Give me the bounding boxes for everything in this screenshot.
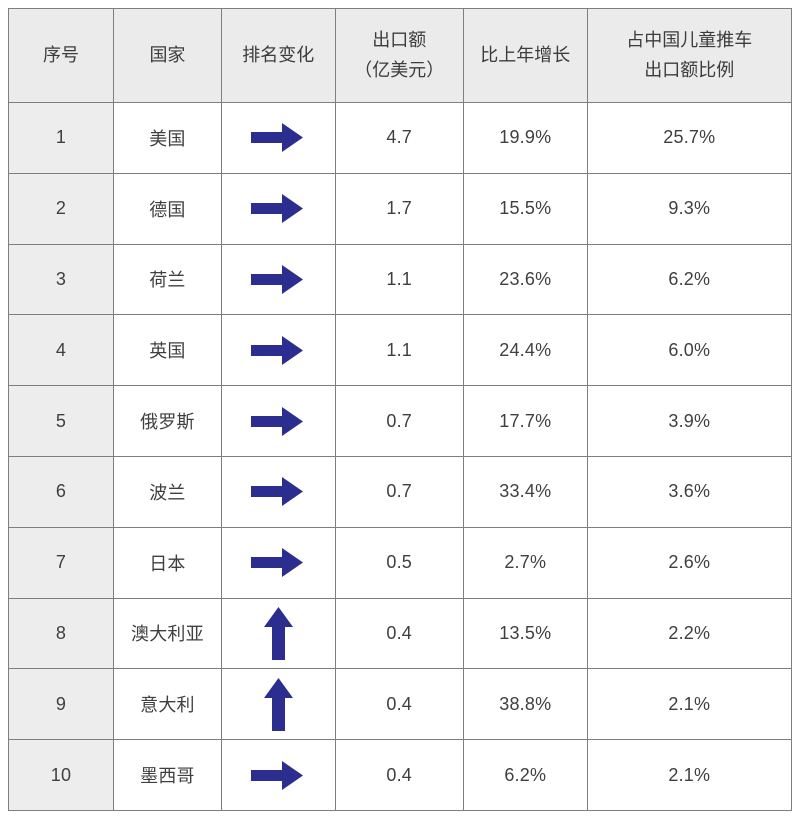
table-row: 4 英国 1.1 24.4% 6.0% (8, 314, 793, 387)
country-cell: 墨西哥 (112, 739, 222, 811)
header-rank: 序号 (8, 8, 114, 103)
rank-cell: 7 (8, 526, 114, 599)
rank-change-cell (220, 102, 336, 174)
rank-change-cell (220, 385, 336, 457)
rank-change-cell (220, 243, 336, 316)
rank-cell: 1 (8, 102, 114, 174)
yoy-growth-cell: 33.4% (462, 455, 588, 528)
rank-cell: 9 (8, 668, 114, 741)
share-cell: 6.0% (586, 314, 793, 387)
header-rank-change: 排名变化 (220, 8, 336, 103)
rank-cell: 3 (8, 243, 114, 316)
table-row: 9 意大利 0.4 38.8% 2.1% (8, 668, 793, 741)
table-row: 2 德国 1.7 15.5% 9.3% (8, 172, 793, 245)
up-arrow-icon (263, 677, 294, 731)
rank-change-cell (220, 526, 336, 599)
country-cell: 澳大利亚 (112, 597, 222, 670)
table-row: 1 美国 4.7 19.9% 25.7% (8, 102, 793, 174)
country-cell: 日本 (112, 526, 222, 599)
header-country: 国家 (112, 8, 222, 103)
right-arrow-icon (251, 759, 305, 792)
share-cell: 3.9% (586, 385, 793, 457)
rank-change-cell (220, 668, 336, 741)
up-arrow-icon (263, 606, 294, 660)
yoy-growth-cell: 19.9% (462, 102, 588, 174)
share-cell: 2.1% (586, 668, 793, 741)
right-arrow-icon (251, 263, 305, 296)
share-cell: 3.6% (586, 455, 793, 528)
yoy-growth-cell: 13.5% (462, 597, 588, 670)
table-row: 10 墨西哥 0.4 6.2% 2.1% (8, 739, 793, 811)
yoy-growth-cell: 2.7% (462, 526, 588, 599)
rank-cell: 6 (8, 455, 114, 528)
table-row: 5 俄罗斯 0.7 17.7% 3.9% (8, 385, 793, 457)
rank-cell: 2 (8, 172, 114, 245)
export-value-cell: 1.7 (334, 172, 464, 245)
rank-change-cell (220, 597, 336, 670)
right-arrow-icon (251, 475, 305, 508)
share-cell: 9.3% (586, 172, 793, 245)
header-yoy-growth: 比上年增长 (462, 8, 588, 103)
country-cell: 俄罗斯 (112, 385, 222, 457)
rank-cell: 4 (8, 314, 114, 387)
share-cell: 25.7% (586, 102, 793, 174)
yoy-growth-cell: 6.2% (462, 739, 588, 811)
share-cell: 2.1% (586, 739, 793, 811)
right-arrow-icon (251, 121, 305, 154)
share-cell: 2.6% (586, 526, 793, 599)
right-arrow-icon (251, 334, 305, 367)
country-cell: 英国 (112, 314, 222, 387)
export-value-cell: 0.4 (334, 739, 464, 811)
table-body: 1 美国 4.7 19.9% 25.7% 2 德国 1.7 15.5% 9.3% 3 荷兰 1.1 23.… (8, 102, 793, 811)
country-cell: 德国 (112, 172, 222, 245)
yoy-growth-cell: 38.8% (462, 668, 588, 741)
header-share: 占中国儿童推车 出口额比例 (586, 8, 793, 103)
table-header: 序号 国家 排名变化 出口额 （亿美元） 比上年增长 占中国儿童推车 出口额比例 (8, 8, 793, 103)
country-cell: 意大利 (112, 668, 222, 741)
rank-change-cell (220, 455, 336, 528)
stroller-export-table: 序号 国家 排名变化 出口额 （亿美元） 比上年增长 占中国儿童推车 出口额比例… (8, 8, 793, 811)
table-row: 8 澳大利亚 0.4 13.5% 2.2% (8, 597, 793, 670)
rank-cell: 10 (8, 739, 114, 811)
table-row: 7 日本 0.5 2.7% 2.6% (8, 526, 793, 599)
export-value-cell: 0.7 (334, 455, 464, 528)
yoy-growth-cell: 17.7% (462, 385, 588, 457)
export-value-cell: 0.5 (334, 526, 464, 599)
export-value-cell: 4.7 (334, 102, 464, 174)
right-arrow-icon (251, 192, 305, 225)
rank-cell: 5 (8, 385, 114, 457)
yoy-growth-cell: 24.4% (462, 314, 588, 387)
export-value-cell: 0.4 (334, 597, 464, 670)
export-value-cell: 1.1 (334, 314, 464, 387)
export-value-cell: 0.7 (334, 385, 464, 457)
right-arrow-icon (251, 405, 305, 438)
right-arrow-icon (251, 546, 305, 579)
rank-change-cell (220, 314, 336, 387)
yoy-growth-cell: 23.6% (462, 243, 588, 316)
export-value-cell: 0.4 (334, 668, 464, 741)
share-cell: 6.2% (586, 243, 793, 316)
country-cell: 美国 (112, 102, 222, 174)
header-row: 序号 国家 排名变化 出口额 （亿美元） 比上年增长 占中国儿童推车 出口额比例 (8, 8, 793, 103)
country-cell: 波兰 (112, 455, 222, 528)
table-row: 6 波兰 0.7 33.4% 3.6% (8, 455, 793, 528)
header-export-value: 出口额 （亿美元） (334, 8, 464, 103)
export-value-cell: 1.1 (334, 243, 464, 316)
yoy-growth-cell: 15.5% (462, 172, 588, 245)
country-cell: 荷兰 (112, 243, 222, 316)
table-row: 3 荷兰 1.1 23.6% 6.2% (8, 243, 793, 316)
share-cell: 2.2% (586, 597, 793, 670)
rank-change-cell (220, 739, 336, 811)
rank-cell: 8 (8, 597, 114, 670)
rank-change-cell (220, 172, 336, 245)
